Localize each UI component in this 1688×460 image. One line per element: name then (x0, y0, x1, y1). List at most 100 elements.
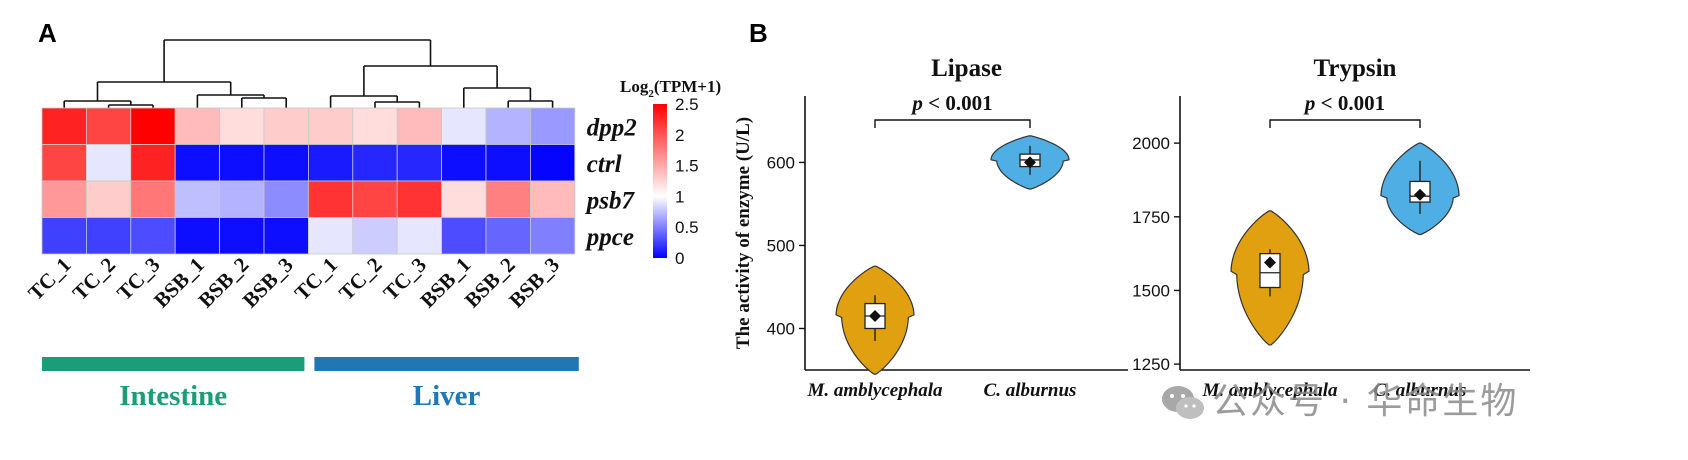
heatmap-cell (41, 107, 87, 145)
heatmap-cell (86, 180, 132, 218)
chart-title: Lipase (931, 55, 1002, 82)
heatmap-column-label: BSB_1 (415, 253, 475, 313)
significance-label: p < 0.001 (1303, 91, 1385, 115)
heatmap-cell (396, 180, 443, 218)
heatmap-group-bars: Intestine Liver (42, 357, 579, 412)
heatmap-grid (41, 107, 576, 255)
heatmap-cell (485, 180, 531, 218)
heatmap-cell (396, 107, 443, 145)
heatmap-cell (263, 107, 309, 145)
heatmap-cell (219, 144, 265, 182)
heatmap-column-label: TC_2 (334, 253, 386, 305)
legend-tick-label: 0 (675, 249, 684, 268)
heatmap-cell (263, 217, 309, 255)
y-tick-label: 400 (767, 319, 795, 338)
heatmap-column-label: BSB_2 (460, 253, 520, 313)
heatmap-cell (352, 217, 398, 255)
x-category-label: M. amblycephala (1201, 380, 1338, 401)
heatmap-cell (130, 107, 176, 145)
heatmap-cell (396, 144, 443, 182)
panel-label-b: B (749, 18, 768, 48)
heatmap-cell (441, 217, 487, 255)
group-bar (314, 357, 579, 371)
heatmap-cell (530, 107, 576, 145)
heatmap-cell (41, 217, 87, 255)
heatmap-column-label: BSB_2 (193, 253, 253, 313)
heatmap-cell (307, 107, 354, 145)
wechat-icon (1162, 386, 1204, 419)
heatmap-cell (352, 144, 398, 182)
heatmap-row-label: psb7 (585, 187, 636, 214)
heatmap-column-label: BSB_3 (504, 253, 564, 313)
watermark: 公众号 · 华命生物 (1160, 372, 1518, 424)
heatmap-row-label: ctrl (587, 151, 622, 178)
heatmap-cell (41, 144, 87, 182)
legend-tick-label: 1 (675, 187, 684, 206)
heatmap-cell (41, 180, 87, 218)
heatmap-cell (530, 180, 576, 218)
heatmap-cell (307, 217, 354, 255)
legend-tick-label: 1.5 (675, 157, 699, 176)
legend-title: Log2(TPM+1) (620, 77, 721, 100)
chart-title: Trypsin (1314, 55, 1397, 82)
heatmap-cell (174, 180, 220, 218)
mean-marker (869, 310, 881, 323)
heatmap-row-label: dpp2 (587, 114, 637, 141)
heatmap-column-label: TC_1 (23, 253, 75, 305)
violin-plot-lipase: 400 500 600 Lipase The activity of enzyme (U… (733, 55, 1128, 401)
group-bar (42, 357, 305, 371)
heatmap-cell (86, 107, 132, 145)
heatmap-cell (130, 144, 176, 182)
heatmap-color-legend: Log2(TPM+1)2.5 2 1.5 1 0.5 0 (620, 77, 721, 268)
significance-bracket (874, 119, 1031, 128)
heatmap-column-label: TC_1 (290, 253, 342, 305)
significance-label: p < 0.001 (910, 91, 992, 115)
heatmap-column-labels: TC_1TC_2TC_3BSB_1BSB_2BSB_3TC_1TC_2TC_3B… (23, 253, 564, 313)
heatmap-cell (307, 180, 354, 218)
column-dendrogram (63, 39, 554, 108)
heatmap-cell (530, 217, 576, 255)
y-tick-label: 1250 (1132, 355, 1170, 374)
heatmap-row-labels: dpp2 ctrl psb7 ppce (585, 114, 637, 251)
panel-label-a: A (38, 18, 57, 48)
heatmap-cell (441, 180, 487, 218)
heatmap-cell (219, 217, 265, 255)
group-label: Intestine (119, 380, 227, 412)
legend-tick-label: 2.5 (675, 95, 699, 114)
heatmap-cell (352, 107, 398, 145)
heatmap-cell (174, 217, 220, 255)
y-tick-label: 500 (767, 236, 795, 255)
heatmap-cell (530, 144, 576, 182)
heatmap-cell (263, 144, 309, 182)
y-axis-label: The activity of enzyme (U/L) (733, 117, 754, 349)
mean-marker (1264, 256, 1276, 269)
heatmap-cell (174, 107, 220, 145)
heatmap-cell (441, 144, 487, 182)
heatmap-column-label: BSB_1 (149, 253, 209, 313)
heatmap-cell (485, 107, 531, 145)
group-label: Liver (413, 380, 481, 412)
heatmap-cell (174, 144, 220, 182)
heatmap-cell (352, 180, 398, 218)
x-category-label: C. alburnus (984, 380, 1077, 401)
heatmap-cell (219, 107, 265, 145)
y-tick-label: 600 (767, 153, 795, 172)
y-tick-label: 2000 (1132, 134, 1170, 153)
heatmap-cell (130, 180, 176, 218)
heatmap-cell (396, 217, 443, 255)
heatmap-column-label: TC_2 (68, 253, 120, 305)
y-tick-label: 1750 (1132, 208, 1170, 227)
heatmap-cell (86, 217, 132, 255)
heatmap-cell (263, 180, 309, 218)
heatmap-column-label: BSB_3 (238, 253, 298, 313)
legend-tick-label: 2 (675, 126, 684, 145)
heatmap-cell (130, 217, 176, 255)
heatmap-cell (219, 180, 265, 218)
violin-plot-trypsin: 1250 1500 1750 2000 Trypsin M. amblycephala C.… (1132, 55, 1530, 401)
heatmap-cell (86, 144, 132, 182)
heatmap-cell (441, 107, 487, 145)
x-category-label: C. alburnus (1374, 380, 1467, 401)
significance-bracket (1269, 119, 1421, 128)
legend-colorbar (653, 104, 667, 258)
mean-marker (1024, 156, 1036, 169)
